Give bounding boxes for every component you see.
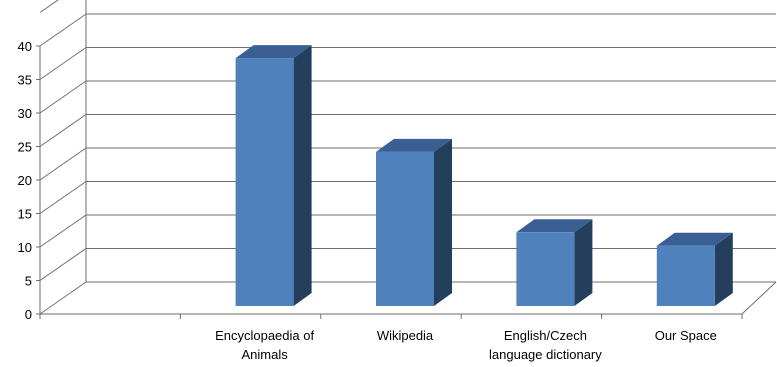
bar-group [656, 232, 733, 306]
y-tick-label: 20 [18, 173, 32, 188]
bar-top [376, 138, 452, 152]
gridline-diagonal [39, 214, 87, 248]
x-tick-label-line: Wikipedia [377, 328, 434, 343]
bar-top [656, 232, 733, 246]
gridline-diagonal [39, 13, 87, 47]
gridline-diagonal [39, 80, 87, 114]
x-tick-label-line: Animals [241, 347, 288, 362]
y-tick-label: 30 [18, 106, 32, 121]
bar [516, 232, 575, 306]
gridline-diagonal [39, 0, 59, 13]
y-tick-label: 10 [18, 240, 32, 255]
bar-top [516, 219, 593, 233]
x-tick-label: English/Czech language dictionary [489, 328, 602, 362]
gridline-diagonal [39, 181, 87, 214]
x-tick-label-line: Our Space [655, 328, 717, 343]
bar-top [235, 45, 312, 59]
y-tick-label: 15 [18, 207, 32, 222]
bar-side [714, 232, 733, 306]
bar-side [574, 219, 593, 306]
bar-layer [235, 45, 733, 306]
bar-group [235, 45, 312, 306]
y-tick-label: 25 [18, 140, 32, 155]
x-tick-label: Our Space [655, 328, 717, 343]
axis-layer [36, 0, 777, 319]
bar [235, 58, 294, 306]
bar-side [434, 138, 452, 306]
gridline-diagonal [39, 47, 87, 80]
gridline-diagonal [39, 281, 87, 315]
bar-group [516, 219, 593, 306]
gridline-diagonal [39, 114, 87, 147]
bar-side [293, 45, 312, 306]
gridline-diagonal [39, 147, 87, 181]
y-tick-label: 35 [18, 73, 32, 88]
y-tick-label: 5 [25, 274, 32, 289]
label-layer: 0 5 10 15 20 25 30 35 40 Encyclopaedia of Animals W… [18, 39, 717, 362]
x-tick-label: Encyclopaedia of Animals [215, 328, 314, 362]
gridline-diagonal [39, 248, 87, 281]
bar-group [376, 138, 452, 306]
y-tick-label: 40 [18, 39, 32, 54]
x-tick-label-line: language dictionary [489, 347, 602, 362]
x-tick-label-line: Encyclopaedia of [215, 328, 314, 343]
bar [376, 151, 434, 306]
x-tick-label: Wikipedia [377, 328, 434, 343]
x-tick-label-line: English/Czech [504, 328, 587, 343]
y-tick-label: 0 [25, 307, 32, 322]
bar [656, 245, 715, 306]
floor-right-edge [741, 281, 777, 315]
